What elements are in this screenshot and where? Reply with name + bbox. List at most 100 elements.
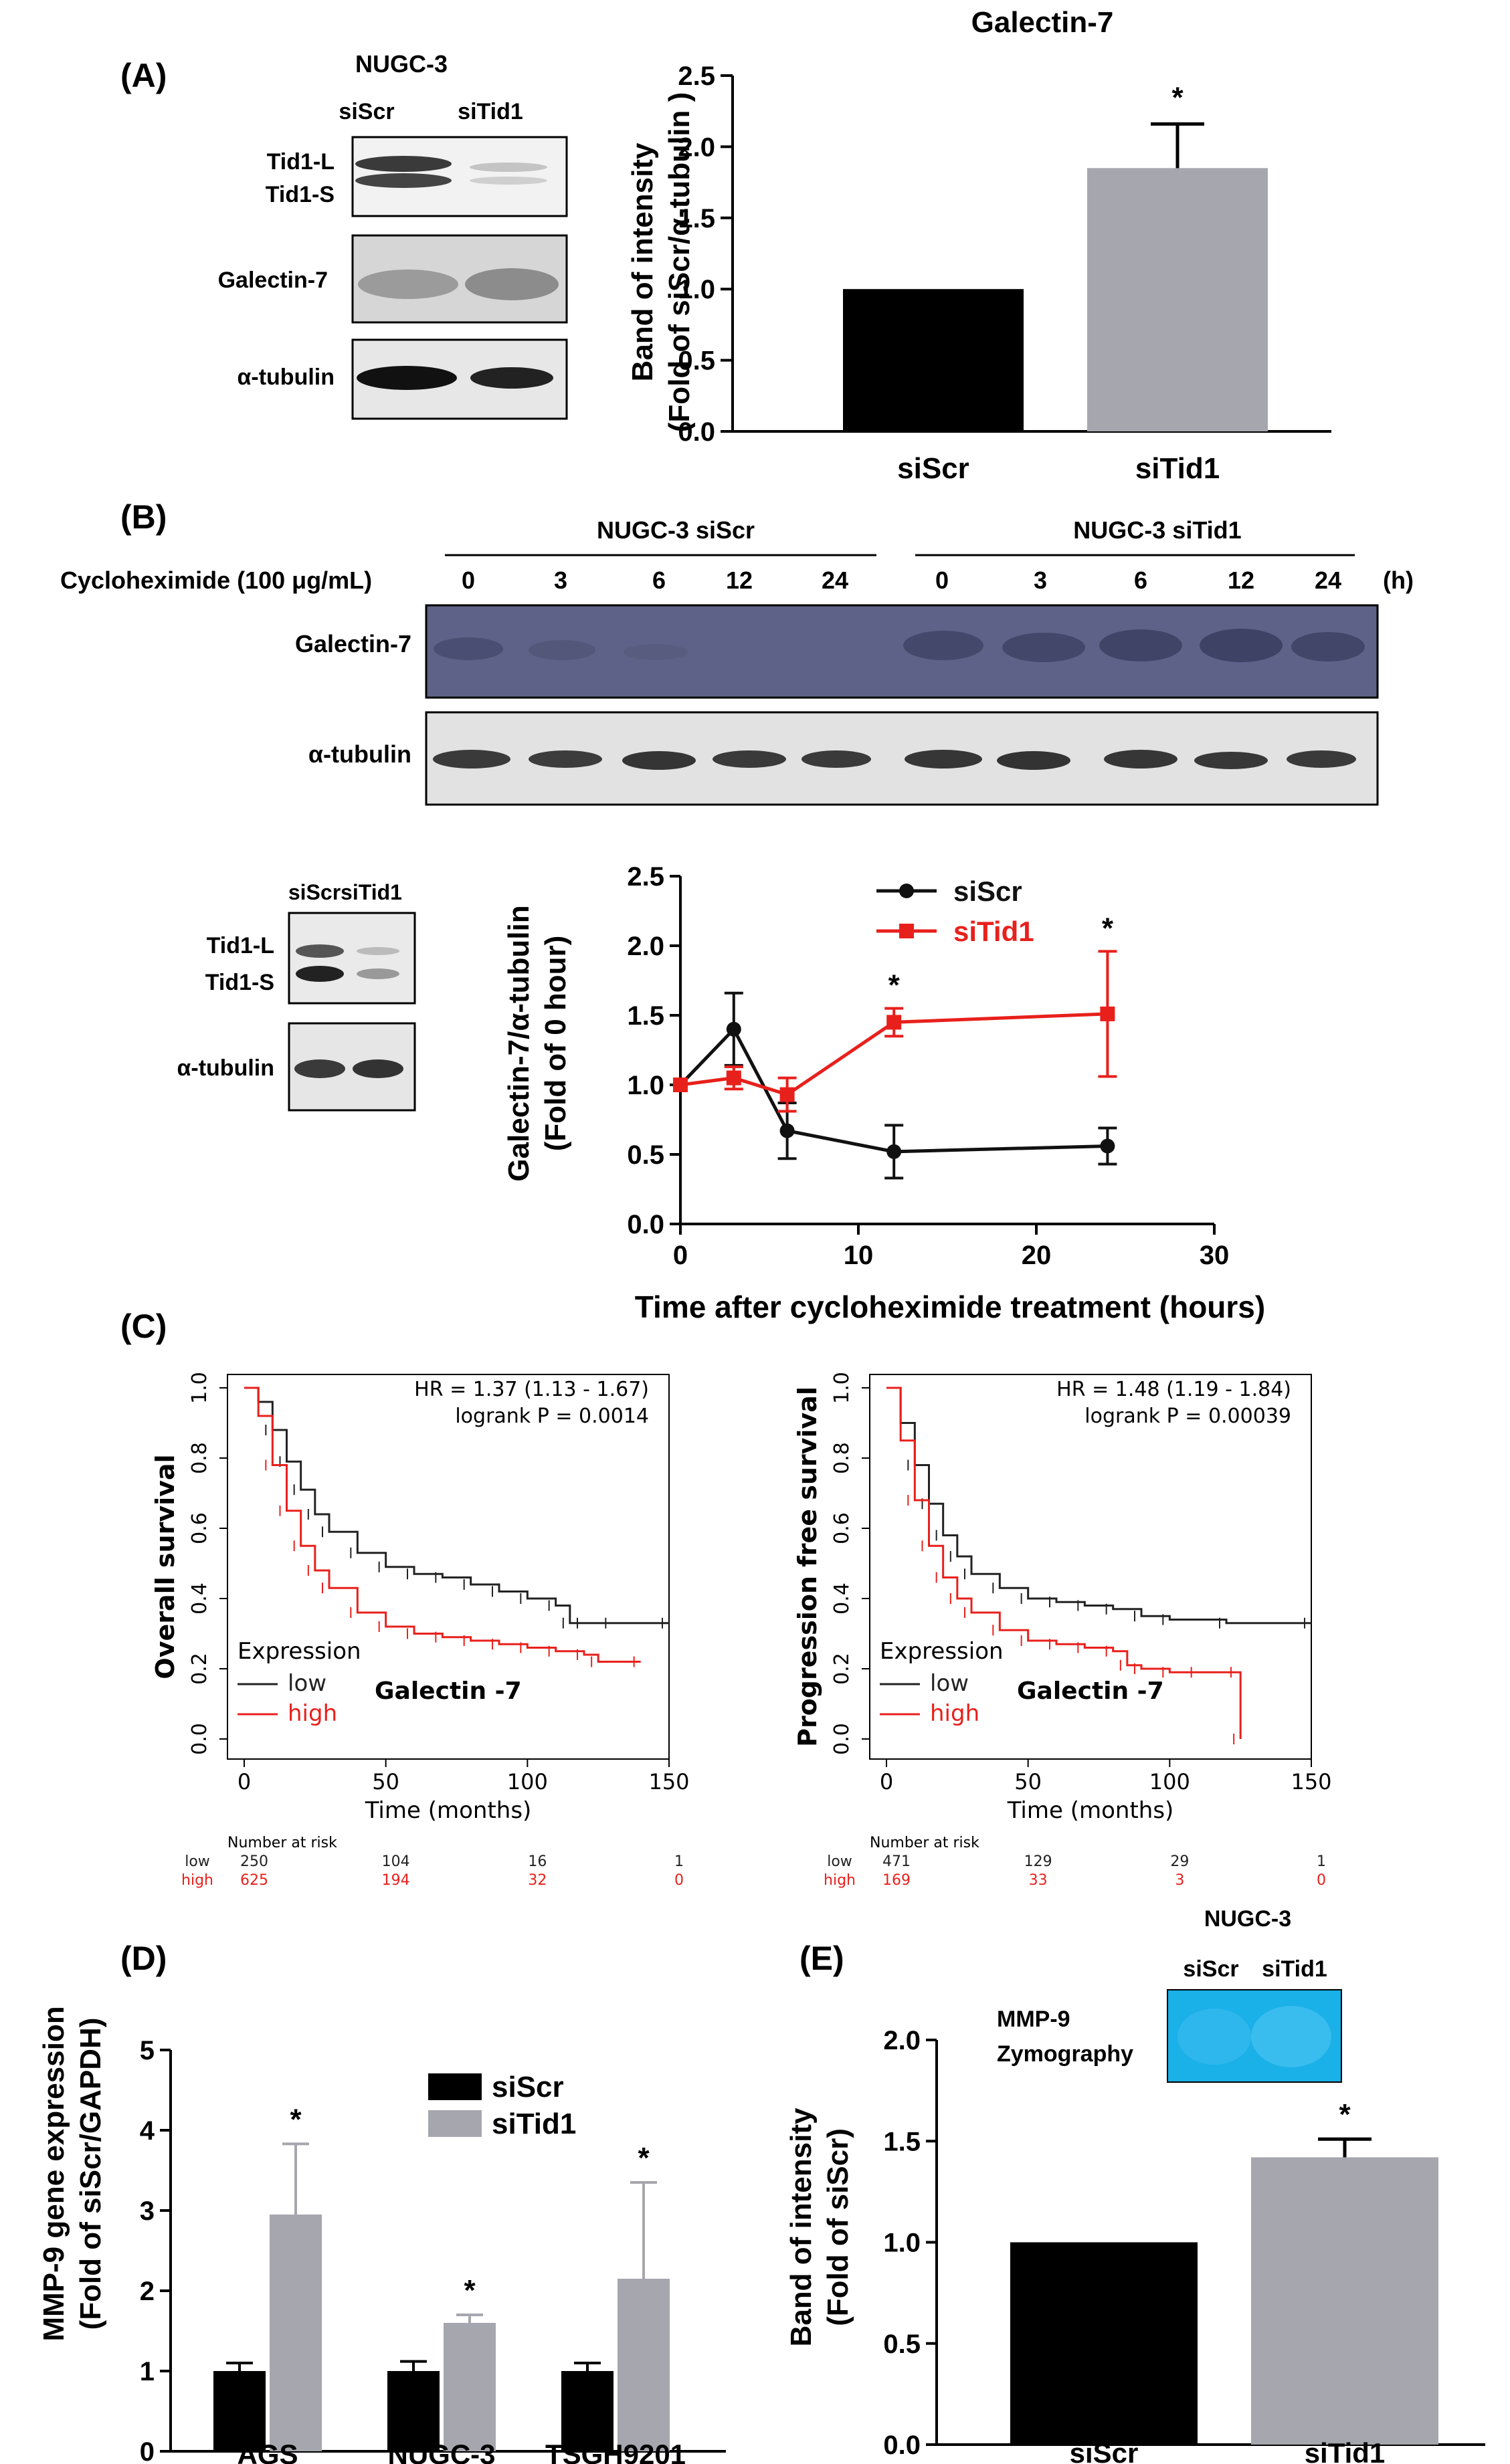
panel-a-label: (A) [120, 57, 167, 94]
chart-b-y-tick-label: 1.5 [627, 1001, 664, 1031]
chart-c-os-x-tick-label: 150 [648, 1769, 689, 1794]
chart-d-y-tick-label: 2 [140, 2277, 155, 2306]
chart-b-x-tick-label: 30 [1200, 1241, 1230, 1270]
chart-d-legend-label-siTid1: siTid1 [492, 2108, 576, 2140]
chart-c-pfs-y-tick-label: 1.0 [830, 1372, 854, 1404]
chart-c-pfs-risk-value: 169 [882, 1872, 911, 1889]
chart-c-pfs-y-tick-label: 0.8 [830, 1442, 854, 1474]
blot-b2-lane-siscr: siScr [288, 880, 341, 904]
chart-c-pfs-curve-high [886, 1387, 1242, 1739]
chart-e-bar-siTid1 [1251, 2157, 1438, 2445]
chart-d-significance: * [464, 2274, 476, 2307]
chart-d-bar-siScr [387, 2371, 440, 2451]
chart-c-pfs-risk-value: 0 [1317, 1872, 1326, 1889]
chart-e-y-tick-label: 0.5 [883, 2330, 921, 2359]
chart-a-y-tick-label: 1.0 [678, 275, 715, 304]
chart-d-x-tick-label: TSGH9201 [545, 2439, 686, 2464]
chart-c-pfs-logrank-text: logrank P = 0.00039 [1084, 1405, 1291, 1428]
blot-b2-tubulin [288, 1022, 416, 1112]
chart-c-os-hr-text: HR = 1.37 (1.13 - 1.67) [414, 1378, 649, 1401]
blot-a-row-tid1l: Tid1-L [267, 149, 335, 175]
chart-b-point-siScr [1100, 1138, 1115, 1154]
chart-c-os-risk-value: 1 [674, 1853, 684, 1870]
chart-a-galectin7: Galectin-7 Band of intensity (Fold of si… [626, 6, 1331, 485]
chart-c-pfs-hr-text: HR = 1.48 (1.19 - 1.84) [1056, 1378, 1291, 1401]
chart-c-pfs-ylabel: Progression free survival [793, 1387, 822, 1747]
chart-c-pfs-xlabel: Time (months) [1007, 1797, 1174, 1824]
chart-b-point-siScr [779, 1123, 795, 1138]
chart-e-ylabel-2: (Fold of siScr) [822, 2128, 854, 2326]
chart-c-os-legend-label-high: high [288, 1700, 337, 1727]
chart-d-significance: * [290, 2103, 302, 2136]
chart-b-legend-label-siTid1: siTid1 [953, 916, 1034, 947]
chart-d-y-tick-label: 0 [140, 2437, 155, 2464]
chart-b-point-siTid1 [1100, 1006, 1115, 1021]
chart-c-pfs-y-tick-label: 0.6 [830, 1512, 854, 1544]
chart-b-y-tick-label: 2.5 [627, 862, 664, 892]
blot-b-time-unit: (h) [1383, 567, 1414, 594]
chart-c-pfs-risk-value: 29 [1170, 1853, 1189, 1870]
chart-c-pfs-risk-row-label: low [827, 1853, 852, 1870]
chart-c-os-risk-value: 32 [528, 1872, 547, 1889]
chart-b-legend-label-siScr: siScr [953, 876, 1022, 907]
blot-b-galectin7 [425, 604, 1379, 699]
blot-b-time-24a: 24 [822, 567, 848, 594]
chart-d-y-tick-label: 5 [140, 2036, 155, 2065]
zymo-gel [1167, 1989, 1342, 2083]
chart-d-bar-siTid1 [618, 2279, 670, 2451]
chart-c-pfs-plot-frame [869, 1374, 1312, 1760]
blot-b-group-siscr: NUGC-3 siScr [597, 516, 755, 544]
chart-c-pfs-risk-value: 129 [1024, 1853, 1052, 1870]
chart-a-x-tick-label: siScr [897, 452, 969, 485]
chart-c-os-x-tick-label: 100 [507, 1769, 548, 1794]
chart-b-point-siTid1 [673, 1077, 688, 1092]
chart-b-point-siTid1 [886, 1015, 902, 1030]
chart-c-pfs-risk-value: 1 [1317, 1853, 1326, 1870]
chart-d-ylabel-2: (Fold of siScr/GAPDH) [74, 2018, 107, 2330]
chart-c-pfs-legend-label-low: low [930, 1670, 969, 1697]
blot-b-time-12b: 12 [1228, 567, 1254, 594]
chart-a-y-tick-label: 2.5 [678, 62, 715, 91]
chart-c-pfs-risk-title: Number at risk [870, 1835, 979, 1851]
blot-b-treatment: Cycloheximide (100 μg/mL) [60, 567, 372, 594]
blot-a-lane-siscr: siScr [339, 99, 394, 124]
blot-a-row-tubulin: α-tubulin [237, 365, 335, 390]
blot-a-galectin7 [351, 234, 568, 324]
chart-c-pfs-risk-value: 471 [882, 1853, 911, 1870]
chart-b-ylabel-1: Galectin-7/α-tubulin [502, 905, 535, 1181]
zymo-lane-sitid1: siTid1 [1262, 1956, 1327, 1982]
chart-c-os-risk-value: 194 [382, 1872, 410, 1889]
blot-b-row-galectin7: Galectin-7 [295, 630, 411, 657]
chart-b-y-tick-label: 1.0 [627, 1071, 664, 1100]
chart-b-point-siTid1 [779, 1087, 795, 1102]
chart-e-y-tick-label: 1.5 [883, 2127, 921, 2156]
chart-e-y-tick-label: 0.0 [883, 2431, 921, 2460]
panel-d-label: (D) [120, 1940, 167, 1977]
blot-b-time-24b: 24 [1315, 567, 1341, 594]
chart-c-pfs-risk-row-label: high [824, 1872, 856, 1889]
chart-c-os-risk-row-label: high [181, 1872, 213, 1889]
blot-b-time-0a: 0 [462, 567, 475, 594]
chart-d-x-tick-label: NUGC-3 [387, 2439, 495, 2464]
chart-d-legend-swatch-siTid1 [428, 2110, 482, 2137]
blot-a-row-tid1s: Tid1-S [266, 182, 335, 207]
chart-e-ylabel-1: Band of intensity [785, 2108, 818, 2346]
chart-b-xlabel: Time after cycloheximide treatment (hour… [635, 1290, 1265, 1324]
chart-a-ylabel-2: (Fold of siScr/α-tubulin ) [663, 92, 696, 433]
chart-c-os-risk-value: 16 [528, 1853, 547, 1870]
chart-b-ylabel-2: (Fold of 0 hour) [539, 936, 572, 1152]
chart-c-os-logrank-text: logrank P = 0.0014 [455, 1405, 649, 1428]
chart-b-point-siScr [886, 1144, 902, 1159]
chart-c-os-x-tick-label: 50 [372, 1769, 399, 1794]
chart-e-y-tick-label: 1.0 [883, 2229, 921, 2258]
chart-c-os-risk-value: 250 [240, 1853, 268, 1870]
chart-c-os-y-tick-label: 1.0 [188, 1372, 211, 1404]
chart-b-x-tick-label: 10 [844, 1241, 874, 1270]
blot-b-time-6a: 6 [652, 567, 666, 594]
chart-a-significance: * [1171, 81, 1184, 114]
chart-c-os-legend-label-low: low [288, 1670, 326, 1697]
chart-a-y-tick-label: 0.5 [678, 346, 715, 376]
panel-b-label: (B) [120, 498, 167, 536]
